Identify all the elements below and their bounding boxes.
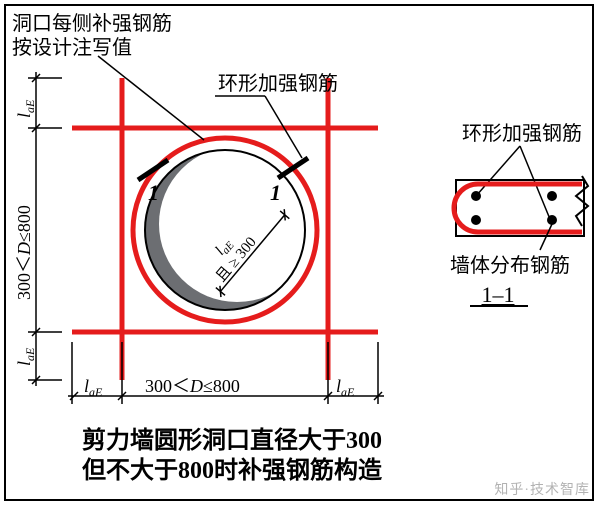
watermark: 知乎·技术智库 [494,479,590,499]
